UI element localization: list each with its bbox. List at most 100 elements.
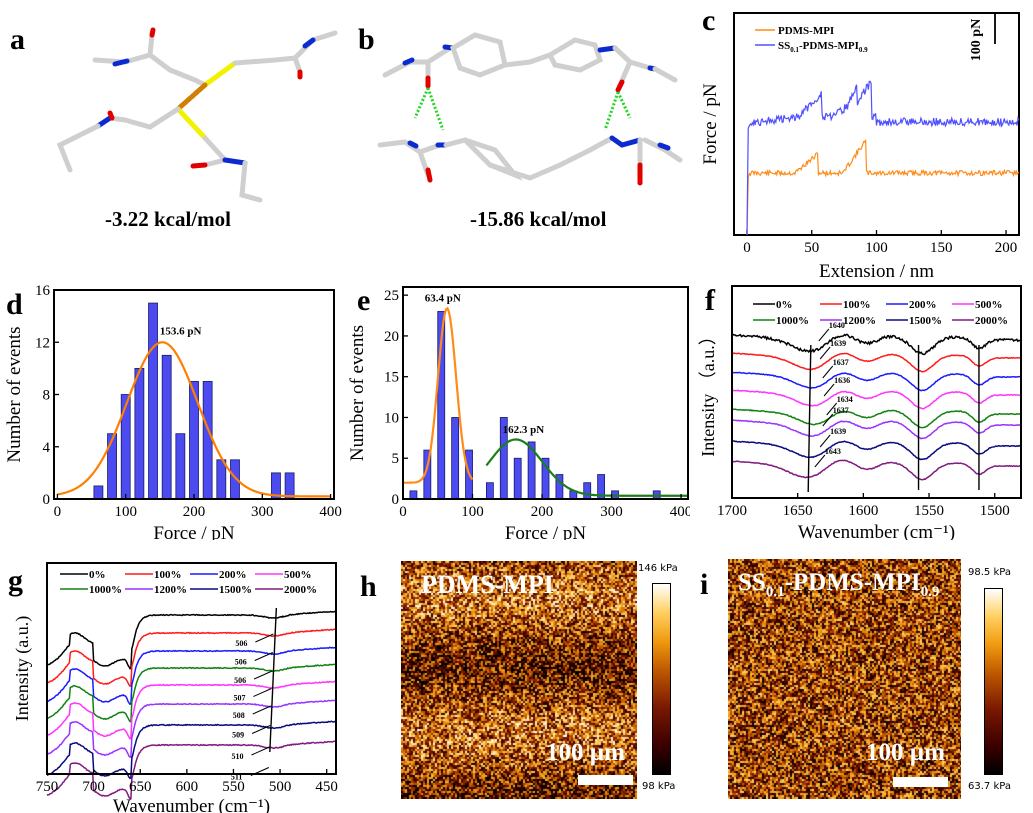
chart-c: 0 50 100 150 200 Extension / nm Force / pN PDMS… [700, 12, 1020, 280]
chart-f-series [731, 371, 1022, 392]
chart-c-xtick-label: 200 [995, 240, 1018, 256]
chart-d-bar [216, 459, 227, 500]
chart-g-legend-label: 100% [154, 569, 182, 581]
chart-e: 0 100 200 300 400 0 5 10 15 20 25 Force / pN Number … [347, 286, 690, 540]
chart-d: 0 100 200 300 400 0 4 8 12 16 Force / pN Number of … [4, 283, 342, 540]
chart-e-bar [513, 457, 522, 500]
chart-d-bar [134, 367, 145, 500]
chart-d-ylabel: Number of events [4, 326, 25, 462]
chart-f-shift-line [807, 344, 812, 493]
afm-title-h: PDMS-MPI [421, 570, 554, 599]
panel-label-e: e [357, 284, 371, 317]
chart-f-xtick-label: 1650 [783, 503, 813, 519]
panel-b: b -15.86 kcal/mol [350, 0, 695, 250]
chart-d-xlabel: Force / pN [153, 523, 235, 540]
legend-label-pdms-mpi: PDMS-MPI [778, 25, 834, 37]
chart-d-bar [107, 433, 117, 500]
chart-g-xtick-label: 450 [315, 779, 338, 795]
afm-image-h: PDMS-MPI 100 µm [401, 561, 637, 799]
chart-f-peak-arrow [823, 383, 835, 397]
chart-g-series [46, 699, 337, 759]
chart-c-ylabel: Force / pN [700, 83, 721, 165]
chart-d-ytick-label: 12 [35, 335, 50, 351]
chart-f-peak-arrow [819, 346, 831, 360]
panel-label-h: h [360, 570, 377, 603]
panel-g: g 0% 100% 200% 500% 1000% 1200% 1500% 2000% 506 5… [0, 540, 345, 813]
chart-g-series [46, 628, 337, 688]
chart-e-xtick-label: 0 [399, 504, 407, 520]
chart-e-frame [402, 286, 689, 500]
chart-e-annotation: 63.4 pN [425, 293, 461, 305]
legend-label-ss-pdms-mpi: SS0.1-PDMS-MPI0.9 [778, 40, 868, 54]
chart-d-ytick-label: 0 [43, 492, 51, 508]
chart-g-peak-arrow [251, 746, 270, 756]
chart-c-xlabel: Extension / nm [819, 261, 934, 280]
chart-g-xtick-label: 500 [269, 779, 292, 795]
panel-label-b: b [358, 23, 375, 56]
chart-f-series [731, 408, 1022, 429]
chart-e-xlabel: Force / pN [505, 523, 587, 540]
chart-g-peak-arrow [251, 725, 271, 734]
panel-label-g: g [8, 564, 23, 597]
chart-d-bar [175, 433, 186, 500]
molecule-b-model [377, 32, 683, 186]
chart-f-peak-label: 1640 [829, 321, 845, 330]
panel-i: i SS0.1-PDMS-MPI0.9 100 µm 98.5 kPa 63.7… [690, 540, 1033, 813]
chart-g-series [46, 740, 337, 800]
chart-g-peak-arrow [255, 633, 274, 643]
chart-e-xtick-label: 100 [461, 504, 484, 520]
panel-f: f 0% 100% 200% 500% 1000% 1200% 1500% 2000% 1640… [690, 260, 1033, 540]
chart-f-frame [731, 285, 1022, 499]
chart-g-xtick-label: 650 [129, 779, 152, 795]
chart-g-series [46, 646, 337, 706]
chart-g-xtick-label: 600 [176, 779, 199, 795]
molecule-a-model [56, 27, 338, 203]
chart-f-xlabel: Wavenumber (cm⁻¹) [798, 522, 955, 540]
chart-f-series [731, 440, 1022, 461]
colorbar-h [652, 583, 671, 775]
chart-g-legend-label: 2000% [284, 584, 317, 596]
chart-f-series [731, 389, 1022, 410]
chart-g: 0% 100% 200% 500% 1000% 1200% 1500% 2000% 506 506… [12, 562, 338, 813]
chart-g-legend-label: 1000% [89, 584, 122, 596]
chart-d-bar [93, 485, 104, 500]
chart-f-peak-label: 1637 [833, 358, 849, 367]
panel-c: c 0 50 100 150 200 Extension / nm Force / pN PD… [690, 0, 1033, 280]
chart-g-peak-label: 506 [235, 658, 247, 667]
chart-f-ylabel: Intensity （a.u.） [698, 327, 718, 456]
chart-c-series-ss-pdms-mpi [746, 80, 1020, 236]
chart-g-legend-label: 0% [89, 569, 106, 581]
chart-d-xtick-label: 0 [54, 504, 62, 520]
panel-label-d: d [6, 288, 23, 321]
chart-f: 0% 100% 200% 500% 1000% 1200% 1500% 2000% 1640 16… [698, 285, 1022, 540]
chart-g-peak-arrow [252, 705, 271, 715]
chart-e-ytick-label: 10 [384, 410, 399, 426]
afm-image-i: SS0.1-PDMS-MPI0.9 100 µm [728, 559, 961, 799]
chart-f-peak-label: 1637 [833, 406, 849, 415]
chart-e-ytick-label: 15 [384, 370, 399, 386]
chart-c-series-pdms-mpi [746, 139, 1020, 236]
chart-g-shift-line [269, 607, 278, 753]
chart-d-xtick-label: 100 [114, 504, 137, 520]
chart-d-bar [120, 394, 131, 500]
chart-f-legend-label: 200% [909, 299, 937, 311]
chart-g-xtick-label: 750 [36, 779, 59, 795]
chart-g-peak-arrow [253, 688, 272, 697]
chart-g-frame [46, 562, 337, 775]
chart-d-ytick-label: 8 [43, 388, 51, 404]
chart-g-peak-label: 509 [232, 731, 244, 740]
chart-f-peak-arrow [818, 328, 830, 342]
chart-g-xlabel: Wavenumber (cm⁻¹) [113, 796, 270, 813]
chart-f-legend-label: 100% [843, 299, 871, 311]
chart-f-peak-arrow [826, 402, 838, 416]
chart-c-xtick-label: 150 [930, 240, 953, 256]
chart-e-fit-curve [485, 438, 688, 497]
chart-g-ylabel: Intensity (a.u.) [12, 616, 33, 721]
chart-g-legend-label: 500% [284, 569, 312, 581]
chart-f-series [731, 333, 1022, 356]
scale-label-h: 100 µm [546, 739, 625, 766]
chart-g-peak-label: 506 [235, 639, 247, 648]
panel-h: h PDMS-MPI 100 µm 146 kPa 98 kPa [350, 540, 690, 813]
chart-d-fit-curve [57, 341, 331, 498]
scale-bar-h [578, 775, 633, 785]
